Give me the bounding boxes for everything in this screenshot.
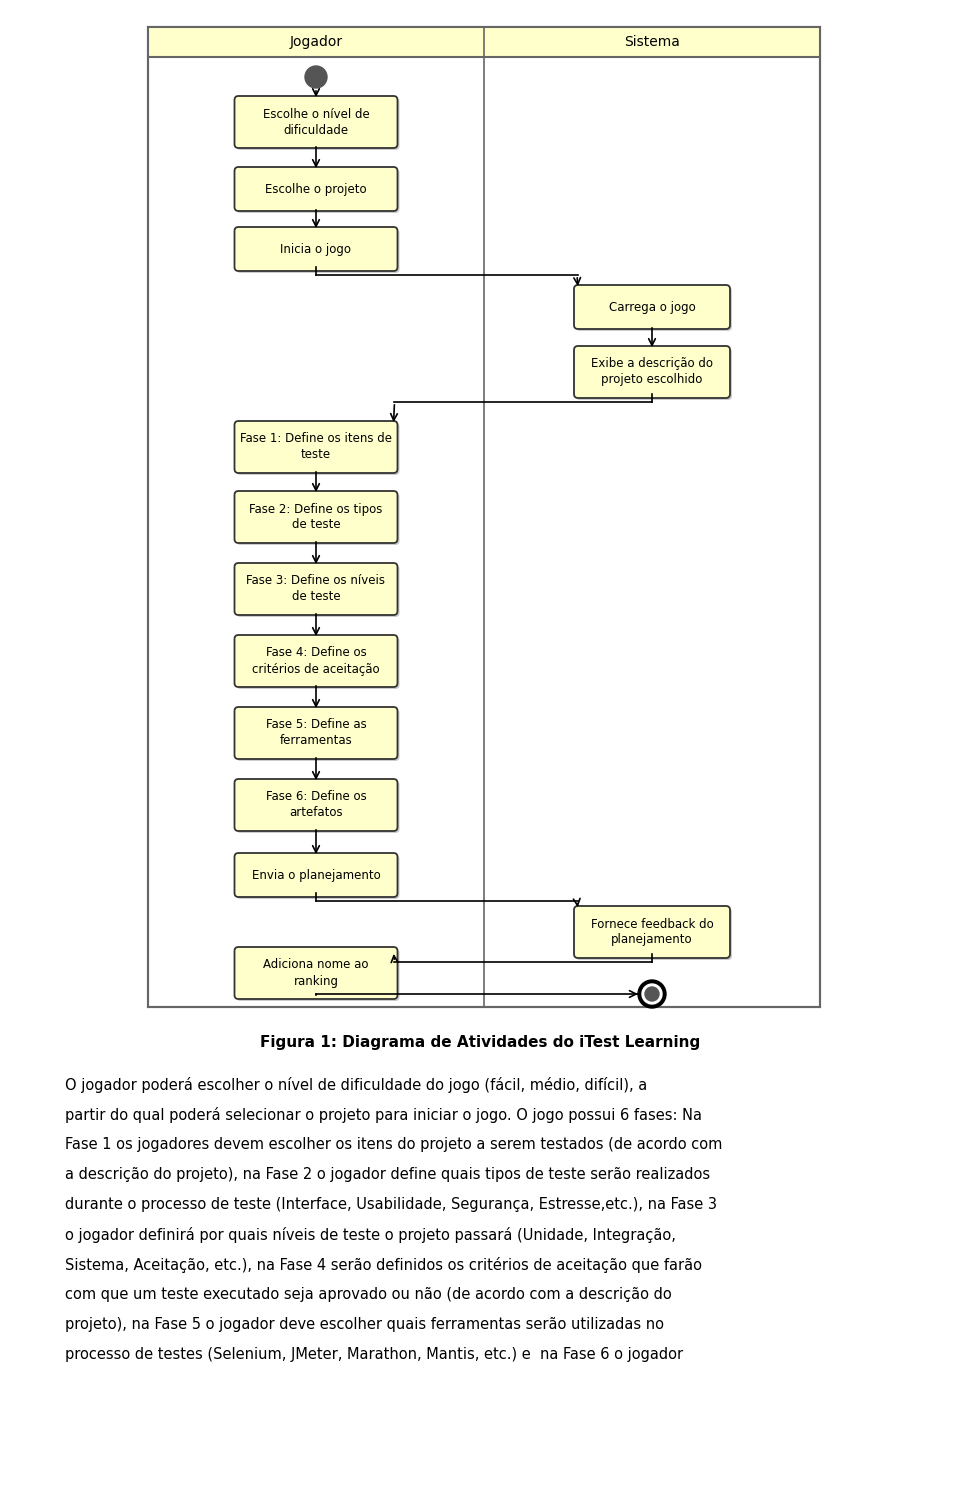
- Text: projeto), na Fase 5 o jogador deve escolher quais ferramentas serão utilizadas n: projeto), na Fase 5 o jogador deve escol…: [65, 1317, 664, 1332]
- Text: Sistema: Sistema: [624, 34, 680, 49]
- FancyBboxPatch shape: [236, 493, 399, 545]
- FancyBboxPatch shape: [234, 707, 397, 759]
- Circle shape: [638, 981, 666, 1007]
- Text: Fase 4: Define os
critérios de aceitação: Fase 4: Define os critérios de aceitação: [252, 647, 380, 675]
- FancyBboxPatch shape: [236, 855, 399, 900]
- Bar: [148, 27, 820, 57]
- Text: O jogador poderá escolher o nível de dificuldade do jogo (fácil, médio, difícil): O jogador poderá escolher o nível de dif…: [65, 1076, 647, 1093]
- Text: a descrição do projeto), na Fase 2 o jogador define quais tipos de teste serão r: a descrição do projeto), na Fase 2 o jog…: [65, 1168, 710, 1183]
- FancyBboxPatch shape: [236, 710, 399, 760]
- FancyBboxPatch shape: [236, 424, 399, 475]
- Text: Fase 2: Define os tipos
de teste: Fase 2: Define os tipos de teste: [250, 503, 383, 531]
- Bar: [148, 27, 820, 1007]
- FancyBboxPatch shape: [236, 169, 399, 213]
- Text: Fase 6: Define os
artefatos: Fase 6: Define os artefatos: [266, 790, 367, 819]
- FancyBboxPatch shape: [234, 96, 397, 148]
- Circle shape: [645, 987, 659, 1001]
- FancyBboxPatch shape: [574, 906, 730, 958]
- Text: Escolhe o nível de
dificuldade: Escolhe o nível de dificuldade: [263, 108, 370, 136]
- FancyBboxPatch shape: [236, 229, 399, 272]
- Text: Inicia o jogo: Inicia o jogo: [280, 243, 351, 256]
- FancyBboxPatch shape: [236, 564, 399, 617]
- Text: processo de testes (Selenium, JMeter, Marathon, Mantis, etc.) e  na Fase 6 o jog: processo de testes (Selenium, JMeter, Ma…: [65, 1347, 684, 1362]
- Text: Exibe a descrição do
projeto escolhido: Exibe a descrição do projeto escolhido: [591, 358, 713, 386]
- Text: durante o processo de teste (Interface, Usabilidade, Segurança, Estresse,etc.), : durante o processo de teste (Interface, …: [65, 1198, 717, 1213]
- FancyBboxPatch shape: [234, 228, 397, 271]
- Text: Fase 1 os jogadores devem escolher os itens do projeto a serem testados (de acor: Fase 1 os jogadores devem escolher os it…: [65, 1138, 722, 1153]
- Text: Figura 1: Diagrama de Atividades do iTest Learning: Figura 1: Diagrama de Atividades do iTes…: [260, 1034, 700, 1049]
- FancyBboxPatch shape: [574, 346, 730, 398]
- FancyBboxPatch shape: [234, 168, 397, 211]
- FancyBboxPatch shape: [576, 287, 732, 331]
- Circle shape: [305, 66, 327, 88]
- Text: o jogador definirá por quais níveis de teste o projeto passará (Unidade, Integra: o jogador definirá por quais níveis de t…: [65, 1228, 676, 1243]
- FancyBboxPatch shape: [576, 347, 732, 400]
- Text: Fornece feedback do
planejamento: Fornece feedback do planejamento: [590, 918, 713, 946]
- Text: com que um teste executado seja aprovado ou não (de acordo com a descrição do: com que um teste executado seja aprovado…: [65, 1287, 672, 1302]
- Text: Jogador: Jogador: [289, 34, 343, 49]
- Text: Sistema, Aceitação, etc.), na Fase 4 serão definidos os critérios de aceitação q: Sistema, Aceitação, etc.), na Fase 4 ser…: [65, 1257, 702, 1272]
- FancyBboxPatch shape: [574, 284, 730, 329]
- FancyBboxPatch shape: [576, 909, 732, 960]
- FancyBboxPatch shape: [236, 781, 399, 832]
- Text: Fase 5: Define as
ferramentas: Fase 5: Define as ferramentas: [266, 719, 367, 747]
- FancyBboxPatch shape: [234, 491, 397, 543]
- FancyBboxPatch shape: [234, 948, 397, 998]
- Text: Fase 1: Define os itens de
teste: Fase 1: Define os itens de teste: [240, 433, 392, 461]
- Text: Envia o planejamento: Envia o planejamento: [252, 868, 380, 882]
- Text: Carrega o jogo: Carrega o jogo: [609, 301, 695, 313]
- FancyBboxPatch shape: [236, 949, 399, 1001]
- Text: partir do qual poderá selecionar o projeto para iniciar o jogo. O jogo possui 6 : partir do qual poderá selecionar o proje…: [65, 1106, 702, 1123]
- FancyBboxPatch shape: [234, 635, 397, 687]
- FancyBboxPatch shape: [236, 638, 399, 689]
- FancyBboxPatch shape: [234, 853, 397, 897]
- Text: Fase 3: Define os níveis
de teste: Fase 3: Define os níveis de teste: [247, 575, 386, 603]
- Text: Adiciona nome ao
ranking: Adiciona nome ao ranking: [263, 958, 369, 988]
- FancyBboxPatch shape: [234, 421, 397, 473]
- FancyBboxPatch shape: [236, 97, 399, 150]
- Text: Escolhe o projeto: Escolhe o projeto: [265, 183, 367, 196]
- FancyBboxPatch shape: [234, 778, 397, 831]
- FancyBboxPatch shape: [234, 563, 397, 615]
- Circle shape: [642, 984, 662, 1004]
